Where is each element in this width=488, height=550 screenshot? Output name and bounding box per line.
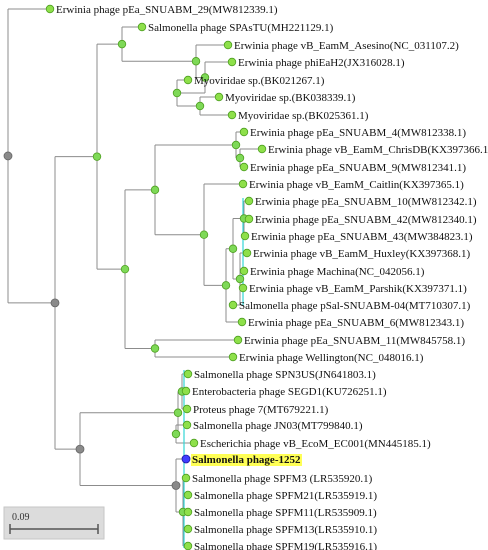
leaf-node-marker: [238, 283, 248, 293]
leaf-label: Erwinia phage Wellington(NC_048016.1): [239, 352, 424, 364]
leaf-label: Erwinia phage Machina(NC_042056.1): [250, 266, 425, 278]
leaf-label: Erwinia phage phiEaH2(JX316028.1): [238, 57, 405, 69]
leaf-node-marker: [237, 317, 247, 327]
leaf-node-marker: [239, 266, 249, 276]
leaf-node-marker: [244, 214, 254, 224]
leaf-labels: Erwinia phage pEa_SNUABM_29(MW812339.1) S…: [56, 4, 488, 550]
internal-node-marker: [171, 429, 181, 439]
leaf-label: Salmonella phage SPFM3 (LR535920.1): [192, 473, 373, 485]
leaf-node-marker: [227, 57, 237, 67]
leaf-node-marker: [228, 352, 238, 362]
leaf-node-marker: [137, 22, 147, 32]
internal-node-marker: [228, 244, 238, 253]
leaf-label: Salmonella phage SPFM11(LR535909.1): [194, 507, 377, 519]
leaf-label: Myoviridae sp.(BK021267.1): [194, 75, 325, 87]
scale-box-bg: [3, 506, 105, 540]
leaf-node-marker: [183, 369, 193, 379]
leaf-label: Erwinia phage vB_EamM_Huxley(KX397368.1): [253, 248, 471, 260]
leaf-label: Erwinia phage pEa_SNUABM_11(MW845758.1): [244, 335, 465, 347]
leaf-node-marker: [242, 248, 252, 258]
leaf-node-marker: [183, 75, 193, 85]
tree-nodes: [3, 4, 267, 550]
leaf-label: Myoviridae sp.(BK038339.1): [225, 92, 356, 104]
leaf-label: Salmonella phage SPFM19(LR535916.1): [194, 541, 377, 550]
leaf-label: Erwinia phage pEa_SNUABM_43(MW384823.1): [251, 231, 473, 243]
leaf-label: Erwinia phage vB_EamM_Caitlin(KX397365.1…: [249, 179, 464, 191]
leaf-node-marker: [257, 144, 267, 154]
leaf-node-marker: [183, 490, 193, 500]
internal-node-marker: [150, 185, 160, 195]
leaf-node-marker: [238, 179, 248, 189]
leaf-node-marker: [182, 420, 192, 430]
leaf-label: Erwinia phage pEa_SNUABM_4(MW812338.1): [250, 127, 466, 139]
leaf-node-marker: [239, 162, 249, 172]
internal-node-marker: [173, 408, 183, 417]
internal-node-marker: [191, 57, 201, 66]
leaf-label: Myoviridae sp.(BK025361.1): [238, 110, 369, 122]
internal-node-marker: [235, 274, 245, 284]
leaf-label: Erwinia phage vB_EamM_ChrisDB(KX397366.1…: [268, 144, 488, 156]
internal-node-marker: [235, 153, 245, 163]
internal-node-marker: [120, 264, 130, 274]
scale-bar-label: 0.09: [12, 512, 30, 523]
leaf-label: Salmonella phage SPN3US(JN641803.1): [194, 369, 376, 381]
leaf-node-marker: [228, 300, 238, 310]
leaf-node-marker: [240, 231, 250, 241]
leaf-node-marker: [45, 4, 55, 14]
leaf-label-highlighted: Salmonella phage-1252: [192, 454, 301, 466]
leaf-node-marker: [223, 40, 233, 50]
internal-node-marker: [231, 140, 241, 150]
internal-node-marker: [199, 230, 209, 239]
internal-node-marker: [50, 298, 60, 308]
scale-box: 0.09: [3, 506, 105, 540]
leaf-label: Salmonella phage SPFM21(LR535919.1): [194, 490, 377, 502]
leaf-label: Erwinia phage pEa_SNUABM_9(MW812341.1): [250, 162, 466, 174]
internal-node-marker: [3, 151, 13, 161]
leaf-node-marker: [183, 507, 193, 517]
internal-node-marker: [221, 281, 231, 290]
leaf-label: Erwinia phage vB_EamM_Asesino(NC_031107.…: [234, 40, 459, 52]
leaf-node-marker: [214, 92, 224, 102]
leaf-label: Salmonella phage SPFM13(LR535910.1): [194, 524, 377, 536]
leaf-label: Salmonella phage JN03(MT799840.1): [193, 420, 363, 432]
leaf-label: Erwinia phage pEa_SNUABM_29(MW812339.1): [56, 4, 278, 16]
highlight-background: [191, 454, 302, 466]
internal-node-marker: [171, 481, 181, 490]
internal-node-marker: [200, 73, 210, 82]
leaf-node-marker: [244, 196, 254, 206]
internal-node-marker: [92, 152, 102, 161]
leaf-label: Salmonella phage SPAsTU(MH221129.1): [148, 22, 334, 34]
leaf-label: Erwinia phage pEa_SNUABM_6(MW812343.1): [248, 317, 464, 329]
leaf-node-marker: [189, 438, 199, 448]
internal-node-marker: [75, 444, 85, 454]
internal-node-marker: [195, 101, 205, 111]
leaf-node-marker: [183, 541, 193, 550]
leaf-label: Escherichia phage vB_EcoM_EC001(MN445185…: [200, 438, 431, 450]
leaf-node-marker: [181, 473, 191, 483]
internal-node-marker: [117, 39, 127, 49]
internal-node-marker: [150, 344, 160, 353]
internal-node-marker: [172, 88, 182, 98]
leaf-label: Enterobacteria phage SEGD1(KU726251.1): [192, 386, 387, 398]
leaf-node-marker: [182, 404, 192, 414]
leaf-label: Salmonella phage pSal-SNUABM-04(MT710307…: [239, 300, 471, 312]
leaf-node-marker: [181, 454, 191, 464]
leaf-label: Erwinia phage pEa_SNUABM_42(MW812340.1): [255, 214, 477, 226]
leaf-label: Erwinia phage vB_EamM_Parshik(KX397371.1…: [249, 283, 467, 295]
leaf-label: Erwinia phage pEa_SNUABM_10(MW812342.1): [255, 196, 477, 208]
leaf-node-marker: [233, 335, 243, 345]
leaf-node-marker: [239, 127, 249, 137]
leaf-node-marker: [181, 386, 191, 396]
leaf-node-marker: [227, 110, 237, 120]
leaf-node-marker: [183, 524, 193, 534]
leaf-label: Proteus phage 7(MT679221.1): [193, 404, 329, 416]
